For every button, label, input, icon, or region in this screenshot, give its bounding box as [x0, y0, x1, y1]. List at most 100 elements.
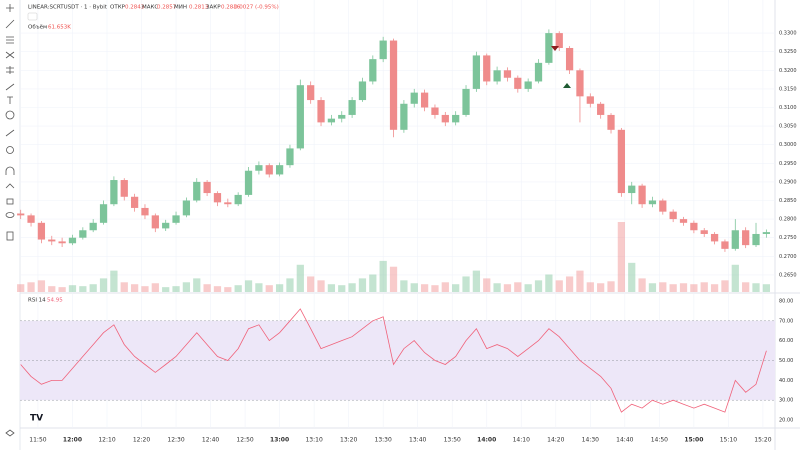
volume-bar: [244, 280, 253, 292]
volume-bar: [493, 283, 501, 292]
candle-body: [172, 215, 180, 223]
x-tick-label: 13:50: [444, 437, 461, 444]
rsi-tick-label: 20.00: [779, 418, 793, 424]
candle-body: [389, 40, 398, 130]
candle-body: [472, 55, 481, 89]
candle-body: [89, 222, 97, 231]
y-tick-label: 0.3200: [779, 68, 797, 74]
tool-measure[interactable]: [6, 66, 14, 74]
candle-body: [182, 200, 191, 216]
x-tick-label: 14:30: [582, 437, 599, 444]
candle-body: [379, 40, 387, 60]
candle-body: [483, 55, 491, 82]
tool-zoom[interactable]: [6, 146, 14, 154]
volume-bar: [358, 278, 367, 292]
volume-bar: [379, 260, 387, 292]
volume-bar: [576, 270, 584, 292]
volume-bar: [617, 222, 626, 292]
candle-body: [369, 59, 377, 82]
rsi-label: RSI 14: [28, 298, 46, 304]
tool-trash[interactable]: [6, 231, 14, 241]
tool-fib[interactable]: [6, 36, 14, 44]
volume-bar: [710, 284, 719, 292]
volume-bar: [400, 280, 408, 292]
volume-bar: [203, 284, 211, 292]
volume-bar: [420, 284, 429, 292]
y-tick-label: 0.2900: [779, 179, 797, 185]
candle-body: [638, 185, 646, 205]
sell-marker[interactable]: [551, 46, 559, 51]
volume-bar: [607, 281, 615, 292]
ohlc-label: ЗАКР: [206, 5, 221, 11]
tool-pattern[interactable]: [5, 51, 15, 59]
y-tick-label: 0.2800: [779, 217, 797, 223]
x-tick-label: 15:10: [720, 437, 737, 444]
x-tick-label: 15:00: [684, 437, 703, 444]
volume-bar: [690, 284, 698, 292]
x-tick-label: 13:20: [340, 437, 357, 444]
candle-body: [648, 200, 657, 205]
tool-layers[interactable]: [5, 429, 15, 437]
volume-bar: [555, 280, 563, 292]
volume-bar: [27, 282, 35, 292]
candle-body: [452, 114, 460, 123]
volume-bar: [679, 283, 688, 292]
candle-body: [669, 211, 677, 220]
tool-cross[interactable]: [6, 4, 14, 12]
ohlc-label: МИН: [174, 5, 187, 11]
candle-body: [338, 114, 346, 119]
volume-bar: [586, 282, 594, 292]
y-tick-label: 0.2700: [779, 254, 797, 260]
tool-eye[interactable]: [5, 212, 15, 218]
tool-lock[interactable]: [6, 198, 14, 205]
ohlc-label: МАКС: [142, 5, 158, 11]
y-tick-label: 0.3250: [779, 49, 797, 55]
rsi-value: 54.95: [47, 298, 63, 304]
candle-body: [565, 47, 574, 71]
tool-magnet[interactable]: [5, 166, 15, 175]
tool-emoji[interactable]: [5, 110, 15, 120]
candle-body: [141, 207, 149, 216]
tool-draw-mode[interactable]: [5, 183, 15, 189]
volume-bar: [721, 280, 729, 292]
tool-ruler[interactable]: [5, 129, 15, 137]
x-tick-label: 11:50: [29, 437, 46, 444]
volume-bar: [628, 262, 636, 292]
symbol[interactable]: LINEAR:SCRTUSDT · 1 · Bybit: [28, 5, 108, 11]
candle-body: [721, 241, 729, 249]
volume-bar: [213, 286, 222, 292]
volume-bar: [752, 283, 760, 292]
candle-body: [555, 33, 563, 48]
volume-bar: [410, 283, 418, 292]
x-tick-label: 12:00: [63, 437, 82, 444]
candle-body: [244, 170, 253, 195]
tool-brush[interactable]: [5, 83, 15, 91]
y-tick-label: 0.2850: [779, 198, 797, 204]
candle-body: [441, 114, 449, 123]
volume-bar: [431, 285, 439, 292]
ohlc-label: ОТКР: [110, 5, 126, 11]
buy-marker[interactable]: [563, 83, 571, 88]
candle-body: [99, 204, 108, 223]
ohlc-value: 0.2813: [189, 5, 209, 11]
volume-bar: [483, 278, 491, 292]
candle-body: [358, 81, 367, 101]
volume-bar: [659, 282, 667, 292]
candle-body: [576, 70, 584, 97]
collapse-button[interactable]: [27, 12, 38, 21]
volume-bar: [327, 284, 336, 292]
volume-bar: [89, 284, 97, 292]
tool-line[interactable]: [5, 19, 15, 29]
candle-body: [151, 215, 159, 229]
volume-bar: [255, 283, 263, 292]
y-tick-label: 0.2650: [779, 272, 797, 278]
x-tick-label: 15:20: [754, 437, 771, 444]
candle-body: [710, 233, 719, 242]
tool-text[interactable]: [7, 96, 13, 104]
candle-body: [348, 100, 356, 115]
y-tick-label: 0.3000: [779, 142, 797, 148]
candle-body: [420, 92, 429, 108]
volume-bar: [79, 286, 87, 292]
ohlc-value: 0.2843: [125, 5, 145, 11]
